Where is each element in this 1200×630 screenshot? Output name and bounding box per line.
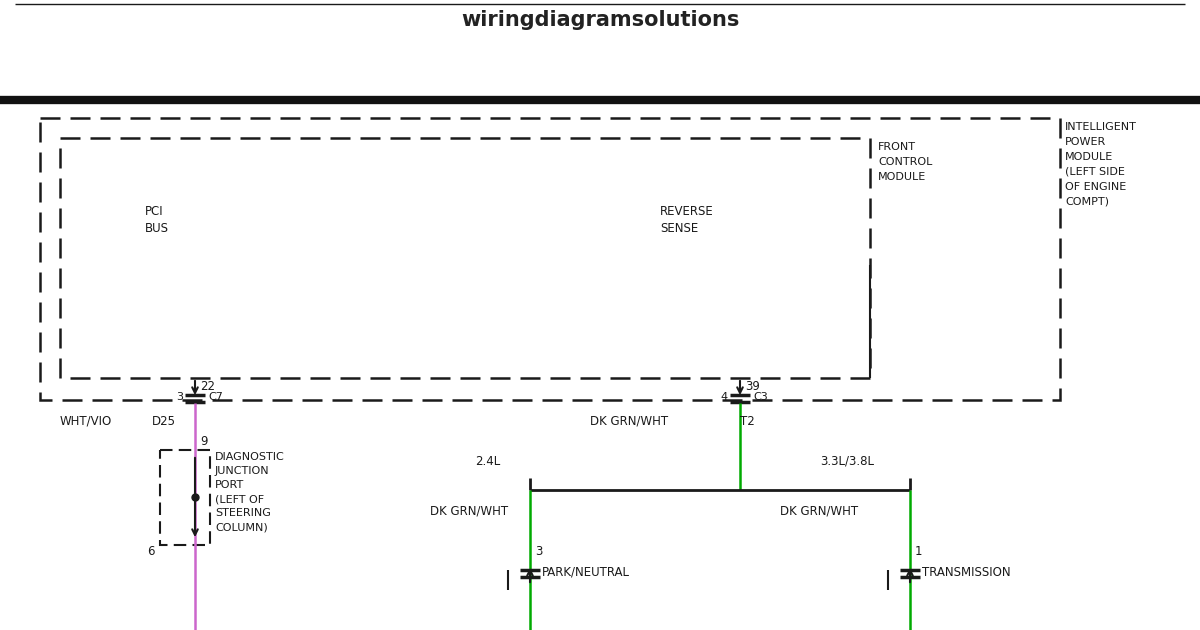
Text: STEERING: STEERING xyxy=(215,508,271,518)
Text: FRONT: FRONT xyxy=(878,142,916,152)
Text: DIAGNOSTIC: DIAGNOSTIC xyxy=(215,452,284,462)
Text: MODULE: MODULE xyxy=(878,172,926,182)
Text: REVERSE: REVERSE xyxy=(660,205,714,218)
Text: 3.3L/3.8L: 3.3L/3.8L xyxy=(820,455,874,468)
Text: DK GRN/WHT: DK GRN/WHT xyxy=(780,505,858,518)
Text: CONTROL: CONTROL xyxy=(878,157,932,167)
Text: 9: 9 xyxy=(200,435,208,448)
Text: OF ENGINE: OF ENGINE xyxy=(1066,182,1127,192)
Text: 3: 3 xyxy=(535,545,542,558)
Text: TRANSMISSION: TRANSMISSION xyxy=(922,566,1010,578)
Bar xyxy=(160,450,210,545)
Text: D25: D25 xyxy=(152,415,176,428)
Text: wiringdiagramsolutions: wiringdiagramsolutions xyxy=(461,10,739,30)
Text: C3: C3 xyxy=(754,392,768,402)
Text: POWER: POWER xyxy=(1066,137,1106,147)
Text: INTELLIGENT: INTELLIGENT xyxy=(1066,122,1136,132)
Text: 39: 39 xyxy=(745,380,760,393)
Text: PCI: PCI xyxy=(145,205,163,218)
Text: COLUMN): COLUMN) xyxy=(215,522,268,532)
Text: 1: 1 xyxy=(916,545,923,558)
Bar xyxy=(40,118,1060,400)
Text: (LEFT SIDE: (LEFT SIDE xyxy=(1066,167,1124,177)
Text: COMPT): COMPT) xyxy=(1066,197,1109,207)
Text: (LEFT OF: (LEFT OF xyxy=(215,494,264,504)
Text: JUNCTION: JUNCTION xyxy=(215,466,270,476)
Text: WHT/VIO: WHT/VIO xyxy=(60,415,113,428)
Text: PARK/NEUTRAL: PARK/NEUTRAL xyxy=(542,566,630,578)
Text: 3: 3 xyxy=(176,392,182,402)
Bar xyxy=(60,138,870,378)
Text: DK GRN/WHT: DK GRN/WHT xyxy=(430,505,508,518)
Text: DK GRN/WHT: DK GRN/WHT xyxy=(590,415,668,428)
Text: MODULE: MODULE xyxy=(1066,152,1114,162)
Text: SENSE: SENSE xyxy=(660,222,698,235)
Text: C7: C7 xyxy=(208,392,223,402)
Text: 4: 4 xyxy=(721,392,728,402)
Text: PORT: PORT xyxy=(215,480,245,490)
Text: 2.4L: 2.4L xyxy=(475,455,500,468)
Text: T2: T2 xyxy=(740,415,755,428)
Text: 6: 6 xyxy=(148,545,155,558)
Text: 22: 22 xyxy=(200,380,215,393)
Text: BUS: BUS xyxy=(145,222,169,235)
